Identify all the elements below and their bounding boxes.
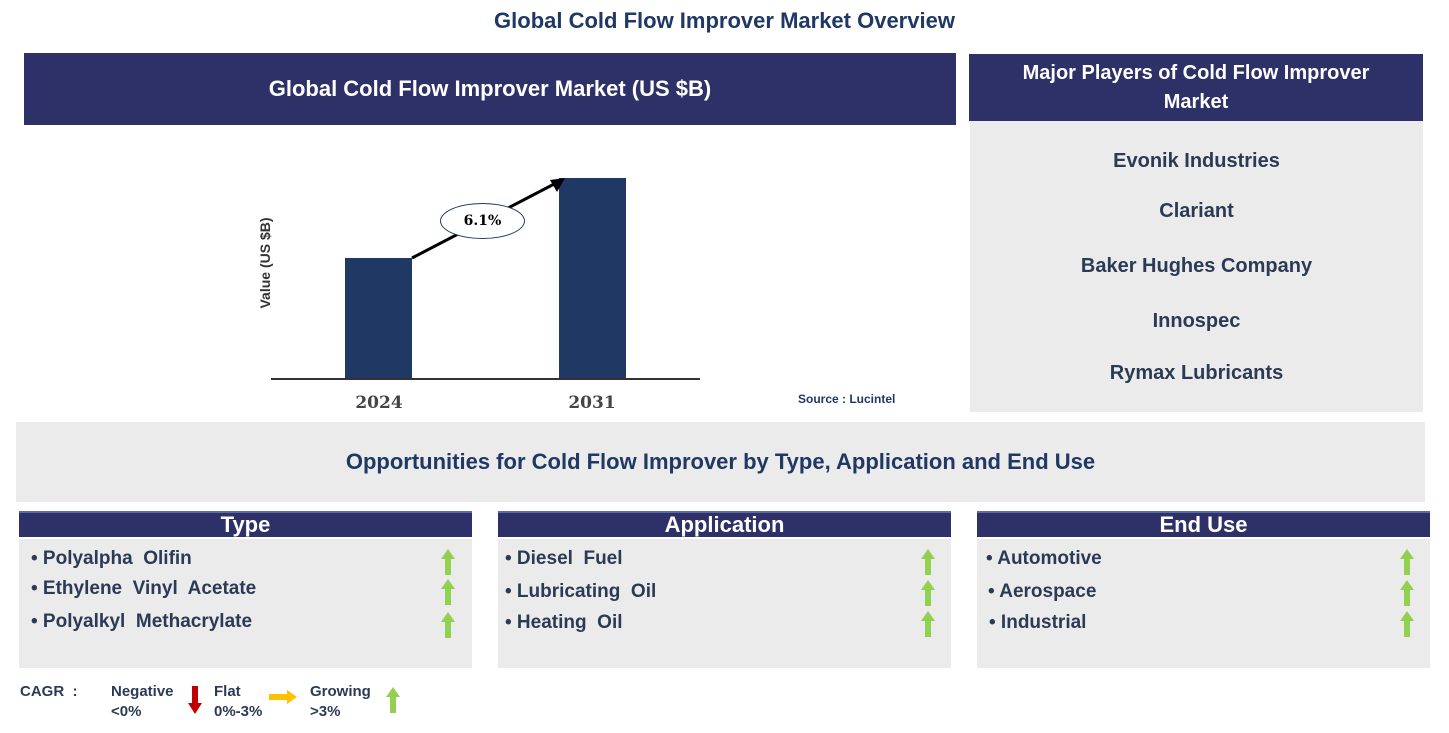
legend-flat-range: 0%-3%: [214, 703, 263, 720]
opportunities-title: Opportunities for Cold Flow Improver by …: [16, 422, 1425, 502]
x-tick-2024: 2024: [355, 393, 403, 413]
growing-arrow-icon: [921, 611, 935, 637]
players-list: Evonik Industries Clariant Baker Hughes …: [970, 121, 1423, 412]
player-item: Clariant: [1159, 200, 1234, 222]
legend-flat-name: Flat: [214, 683, 241, 700]
segment-item: • Automotive: [986, 548, 1102, 569]
growing-arrow-icon: [921, 580, 935, 606]
legend-growing: Growing >3%: [310, 682, 371, 722]
segment-application: Application • Diesel Fuel • Lubricating …: [498, 511, 951, 668]
legend-growing-range: >3%: [310, 703, 341, 720]
segment-header: Type: [19, 511, 472, 537]
growing-arrow-icon: [386, 687, 400, 713]
legend-negative-name: Negative: [111, 683, 174, 700]
flat-arrow-icon: [269, 690, 297, 704]
x-tick-2031: 2031: [568, 393, 616, 413]
player-item: Rymax Lubricants: [1109, 362, 1284, 384]
segment-item: • Ethylene Vinyl Acetate: [31, 578, 257, 599]
growing-arrow-icon: [1400, 611, 1414, 637]
player-item: Evonik Industries: [1113, 150, 1280, 172]
segment-item: • Industrial: [989, 612, 1087, 633]
segment-item: • Heating Oil: [505, 612, 623, 633]
cagr-badge: 6.1%: [440, 203, 525, 239]
legend-label: CAGR :: [20, 683, 78, 700]
segment-item: • Diesel Fuel: [505, 548, 623, 569]
player-item: Innospec: [1152, 310, 1241, 332]
x-axis: [271, 378, 700, 380]
segment-item: • Aerospace: [988, 581, 1097, 602]
segment-item: • Polyalpha Olifin: [31, 548, 192, 569]
chart-header: Global Cold Flow Improver Market (US $B): [24, 53, 956, 125]
negative-arrow-icon: [188, 686, 202, 714]
bar-2024: [345, 258, 412, 379]
legend-flat: Flat 0%-3%: [214, 682, 262, 722]
growing-arrow-icon: [441, 612, 455, 638]
growing-arrow-icon: [441, 549, 455, 575]
source-note: Source : Lucintel: [798, 392, 896, 406]
players-header: Major Players of Cold Flow Improver Mark…: [969, 54, 1423, 121]
legend-negative-range: <0%: [111, 703, 142, 720]
player-item: Baker Hughes Company: [1080, 255, 1313, 277]
legend-growing-name: Growing: [310, 683, 371, 700]
segment-item: • Polyalkyl Methacrylate: [31, 611, 253, 632]
segment-type: Type • Polyalpha Olifin • Ethylene Vinyl…: [19, 511, 472, 668]
legend-negative: Negative <0%: [111, 682, 174, 722]
bar-2031: [559, 178, 626, 379]
segment-end-use: End Use • Automotive • Aerospace • Indus…: [977, 511, 1430, 668]
y-axis-label: Value (US $B): [257, 217, 273, 309]
page-title: Global Cold Flow Improver Market Overvie…: [494, 8, 955, 33]
segment-header: End Use: [977, 511, 1430, 537]
growing-arrow-icon: [441, 579, 455, 605]
growing-arrow-icon: [921, 549, 935, 575]
segment-header: Application: [498, 511, 951, 537]
segment-item: • Lubricating Oil: [505, 581, 657, 602]
growing-arrow-icon: [1400, 549, 1414, 575]
growing-arrow-icon: [1400, 580, 1414, 606]
